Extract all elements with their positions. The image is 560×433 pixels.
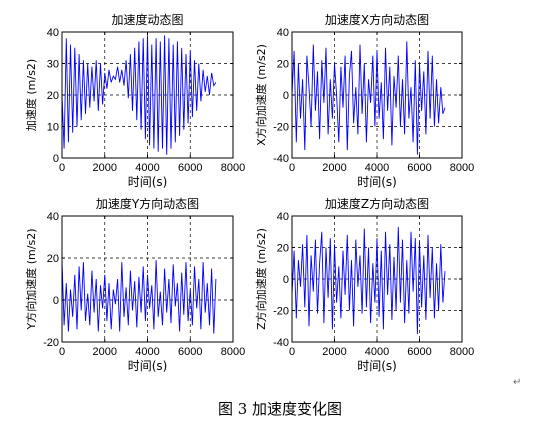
y-tick-label: 20 — [277, 243, 289, 255]
chart-title: 加速度X方向动态图 — [325, 12, 429, 27]
chart-title: 加速度动态图 — [111, 12, 183, 27]
y-tick-label: 40 — [47, 27, 59, 39]
x-tick-label: 0 — [59, 162, 65, 174]
y-tick-label: 40 — [47, 211, 59, 223]
y-tick-label: 0 — [53, 153, 59, 165]
chart-panel-2: 0 2000 4000 6000 8000 -40 -20 0 20 40 加速度X方向动态图时间(… — [254, 12, 474, 189]
x-tick-label: 6000 — [178, 162, 202, 174]
x-tick-label: 0 — [289, 162, 295, 174]
y-tick-label: 40 — [277, 211, 289, 223]
y-tick-label: 20 — [47, 253, 59, 265]
y-tick-label: -20 — [273, 122, 289, 134]
x-axis-label: 时间(s) — [357, 175, 397, 189]
y-tick-label: 40 — [277, 27, 289, 39]
x-tick-label: 6000 — [407, 162, 431, 174]
y-axis-label: 加速度 (m/s2) — [24, 59, 38, 131]
y-axis-label: Z方向加速度 (m/s2) — [254, 228, 268, 330]
x-tick-label: 8000 — [221, 162, 245, 174]
x-tick-label: 0 — [289, 346, 295, 358]
x-tick-label: 2000 — [93, 346, 117, 358]
y-tick-label: -20 — [273, 306, 289, 318]
x-tick-label: 2000 — [93, 162, 117, 174]
x-tick-label: 4000 — [135, 162, 159, 174]
series-line-1 — [291, 41, 446, 155]
x-axis-label: 时间(s) — [128, 175, 168, 189]
x-axis-label: 时间(s) — [357, 359, 397, 373]
y-tick-label: 10 — [47, 122, 59, 134]
series-line-1 — [291, 226, 446, 335]
y-tick-label: -20 — [43, 337, 59, 349]
series-line-1 — [61, 35, 217, 155]
paragraph-mark: ↵ — [513, 377, 522, 388]
x-tick-label: 0 — [59, 346, 65, 358]
chart-title: 加速度Z方向动态图 — [325, 196, 429, 211]
series-line-1 — [61, 260, 217, 334]
y-tick-label: 0 — [53, 295, 59, 307]
figure-caption: 图 3 加速度变化图 — [217, 400, 343, 418]
x-axis-label: 时间(s) — [128, 359, 168, 373]
x-tick-label: 8000 — [450, 346, 474, 358]
y-tick-label: 20 — [47, 90, 59, 102]
x-tick-label: 4000 — [135, 346, 159, 358]
chart-title: 加速度Y方向动态图 — [96, 196, 199, 211]
x-tick-label: 4000 — [365, 346, 389, 358]
x-tick-label: 4000 — [365, 162, 389, 174]
x-tick-label: 2000 — [322, 162, 346, 174]
y-tick-label: -40 — [273, 337, 289, 349]
y-tick-label: -40 — [273, 153, 289, 165]
y-axis-label: Y方向加速度 (m/s2) — [24, 229, 38, 331]
chart-panel-4: 0 2000 4000 6000 8000 -40 -20 0 20 40 加速度Z方向动态图时间(… — [254, 196, 474, 373]
chart-panel-3: 0 2000 4000 6000 8000-2002040加速度Y方向动态图时间(s)Y… — [24, 196, 245, 373]
x-tick-label: 8000 — [221, 346, 245, 358]
y-tick-label: 30 — [47, 59, 59, 71]
x-tick-label: 6000 — [407, 346, 431, 358]
y-tick-label: 0 — [283, 90, 289, 102]
y-axis-label: X方向加速度 (m/s2) — [254, 44, 268, 146]
x-tick-label: 6000 — [178, 346, 202, 358]
y-tick-label: 20 — [277, 59, 289, 71]
x-tick-label: 8000 — [450, 162, 474, 174]
x-tick-label: 2000 — [322, 346, 346, 358]
y-tick-label: 0 — [283, 274, 289, 286]
